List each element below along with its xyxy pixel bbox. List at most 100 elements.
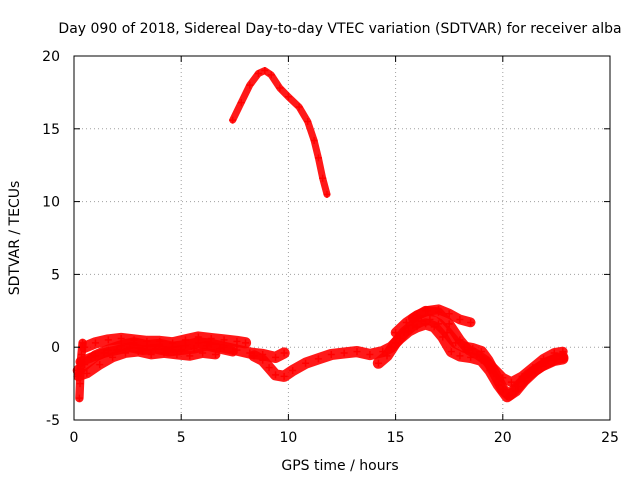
data-point [456, 352, 464, 360]
x-tick-label: 0 [70, 430, 79, 446]
data-point [467, 318, 475, 326]
data-point [302, 359, 310, 367]
data-point [76, 380, 84, 388]
data-point [96, 361, 104, 369]
data-point [156, 337, 164, 345]
x-tick-label: 10 [279, 430, 297, 446]
grid-lines [74, 56, 610, 420]
data-point [392, 329, 400, 337]
data-point [229, 348, 237, 356]
data-point [550, 349, 558, 357]
x-tick-label: 15 [387, 430, 405, 446]
data-point [505, 391, 513, 399]
data-point [447, 348, 455, 356]
x-tick-label: 20 [494, 430, 512, 446]
axis-ticks: 0 5 10 15 20 25 -5 0 5 10 15 20 [42, 49, 619, 446]
data-point [482, 356, 490, 364]
series-arc-peak [229, 67, 331, 198]
data-point [319, 174, 327, 182]
data-series [72, 67, 569, 403]
data-point [529, 364, 537, 372]
data-point [130, 336, 138, 344]
data-point [246, 81, 254, 89]
data-point [237, 99, 245, 107]
data-point [109, 353, 117, 361]
data-point [216, 345, 224, 353]
data-point [160, 349, 168, 357]
data-point [340, 349, 348, 357]
x-tick-label: 5 [177, 430, 186, 446]
data-point [242, 339, 250, 347]
data-point [147, 350, 155, 358]
data-point [207, 334, 215, 342]
data-point [76, 365, 84, 373]
data-point [464, 346, 472, 354]
data-point [314, 154, 322, 162]
data-point [87, 353, 95, 361]
data-point [259, 356, 267, 364]
data-point [272, 353, 280, 361]
data-point [117, 334, 125, 342]
data-point [540, 355, 548, 363]
data-point [402, 318, 410, 326]
x-tick-label: 25 [601, 430, 619, 446]
data-point [212, 350, 220, 358]
data-point [445, 320, 453, 328]
chart-title: Day 090 of 2018, Sidereal Day-to-day VTE… [58, 21, 621, 37]
data-point [284, 93, 292, 101]
series-arc-3 [73, 346, 221, 382]
data-point [79, 339, 87, 347]
y-tick-label: -5 [46, 413, 60, 429]
data-point [121, 349, 129, 357]
data-point [254, 69, 262, 77]
data-point [392, 339, 400, 347]
data-point [434, 308, 442, 316]
data-point [366, 350, 374, 358]
data-point [186, 352, 194, 360]
data-point [267, 71, 275, 79]
series-arc-9 [75, 338, 87, 403]
series-arc-8 [407, 305, 568, 387]
plot-frame [73, 55, 611, 421]
data-point [173, 350, 181, 358]
data-point [272, 371, 280, 379]
data-point [499, 385, 507, 393]
data-point [194, 333, 202, 341]
y-tick-label: 20 [42, 49, 60, 65]
data-point [295, 103, 303, 111]
y-tick-label: 15 [42, 122, 60, 138]
y-tick-label: 5 [51, 267, 60, 283]
data-point [323, 190, 331, 198]
data-point [104, 336, 112, 344]
data-point [83, 369, 91, 377]
data-point [383, 352, 391, 360]
y-tick-label: 10 [42, 195, 60, 211]
data-point [220, 336, 228, 344]
data-point [250, 352, 258, 360]
data-point [229, 116, 237, 124]
data-point [327, 350, 335, 358]
data-point [353, 348, 361, 356]
y-axis-label: SDTVAR / TECUs [7, 181, 23, 296]
data-point [78, 350, 86, 358]
data-point [473, 350, 481, 358]
data-point [233, 337, 241, 345]
data-point [199, 349, 207, 357]
data-point [100, 349, 108, 357]
data-point [143, 337, 151, 345]
x-axis-label: GPS time / hours [281, 458, 398, 474]
data-point [261, 67, 269, 75]
data-point [374, 359, 382, 367]
data-point [507, 378, 515, 386]
data-point [426, 316, 434, 324]
data-point [409, 314, 417, 322]
data-point [289, 366, 297, 374]
data-point [280, 349, 288, 357]
data-point [518, 372, 526, 380]
data-point [169, 339, 177, 347]
data-point [490, 365, 498, 373]
data-point [456, 316, 464, 324]
data-point [134, 348, 142, 356]
data-point [456, 336, 464, 344]
